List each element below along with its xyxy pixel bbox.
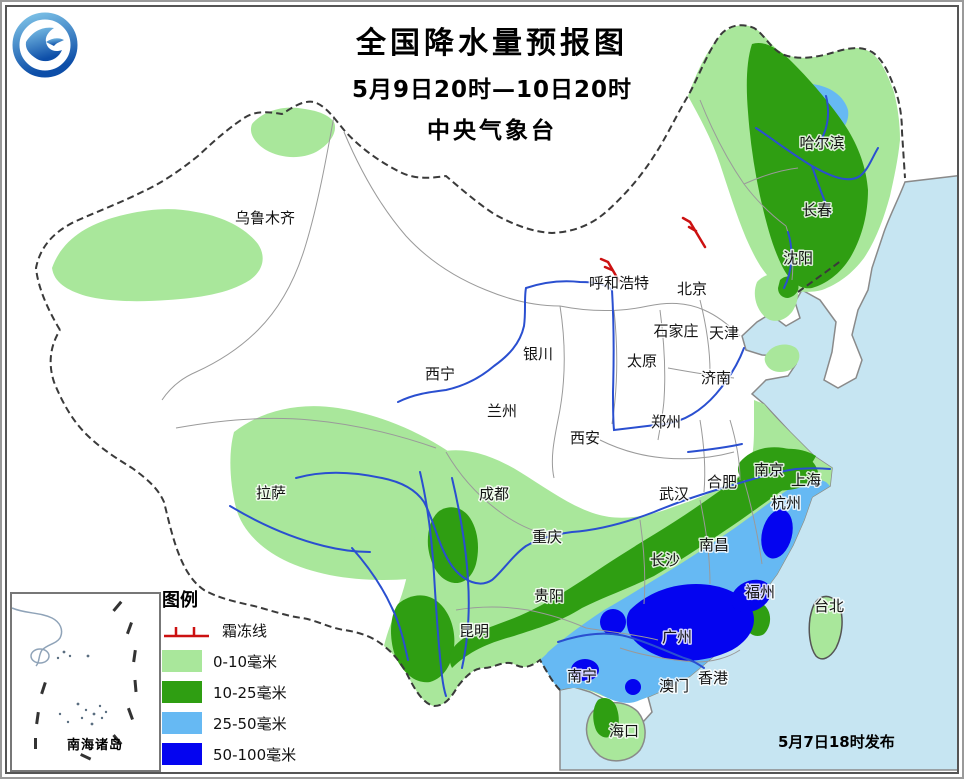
- frost-line-icon: [164, 626, 209, 637]
- legend-swatch: [162, 712, 202, 734]
- legend-item-0: 0-10毫米: [162, 650, 296, 672]
- city-label-3: 沈阳: [783, 249, 813, 267]
- taiwan-island: [808, 595, 843, 660]
- inset-islands: [56, 650, 108, 726]
- nine-dash-line: [34, 600, 138, 761]
- legend-title: 图例: [162, 590, 198, 611]
- rivers: [229, 95, 879, 697]
- city-label-4: 呼和浩特: [589, 274, 649, 292]
- frost-line: [599, 216, 707, 283]
- inset-map: [11, 600, 138, 761]
- city-label-13: 郑州: [651, 413, 681, 431]
- country-border: [34, 24, 906, 708]
- city-label-25: 贵阳: [534, 587, 564, 605]
- map-title: 全国降水量预报图: [356, 26, 628, 61]
- legend-label: 50-100毫米: [213, 745, 297, 764]
- legend-items: 0-10毫米 10-25毫米 25-50毫米 50-100毫米: [162, 650, 296, 765]
- city-label-33: 海口: [609, 722, 639, 740]
- legend-item-2: 25-50毫米: [162, 712, 296, 734]
- city-label-8: 银川: [523, 345, 553, 363]
- city-label-12: 兰州: [487, 402, 517, 420]
- city-label-19: 南京: [754, 461, 784, 479]
- city-label-7: 天津: [709, 324, 739, 342]
- city-label-1: 哈尔滨: [799, 134, 844, 152]
- forecast-period: 5月9日20时—10日20时: [351, 77, 633, 103]
- legend-frost-row: 霜冻线: [162, 620, 296, 641]
- city-label-22: 重庆: [532, 528, 562, 546]
- city-label-23: 南昌: [699, 536, 729, 554]
- city-label-20: 上海: [791, 471, 821, 489]
- city-label-28: 昆明: [459, 622, 489, 640]
- city-label-14: 西安: [570, 429, 600, 447]
- city-label-31: 澳门: [659, 677, 689, 695]
- city-label-18: 合肥: [707, 473, 737, 491]
- city-label-21: 杭州: [771, 494, 801, 512]
- title-block: 全国降水量预报图 5月9日20时—10日20时 中央气象台: [282, 18, 702, 145]
- legend-label: 25-50毫米: [213, 714, 287, 733]
- legend-label: 10-25毫米: [213, 683, 287, 702]
- city-label-30: 南宁: [567, 667, 597, 685]
- city-label-16: 成都: [479, 485, 509, 503]
- city-label-24: 长沙: [650, 551, 680, 569]
- precip-50-100-areas: [571, 509, 793, 695]
- legend-item-3: 50-100毫米: [162, 743, 296, 765]
- legend-swatch: [162, 681, 202, 703]
- city-label-26: 福州: [745, 583, 775, 601]
- city-label-2: 长春: [802, 201, 832, 219]
- city-label-9: 太原: [627, 352, 657, 370]
- issue-timestamp: 5月7日18时发布: [778, 733, 895, 751]
- legend-item-1: 10-25毫米: [162, 681, 296, 703]
- legend-label: 0-10毫米: [213, 652, 278, 671]
- city-label-0: 乌鲁木齐: [235, 209, 295, 227]
- legend-swatch: [162, 743, 202, 765]
- city-label-15: 拉萨: [256, 484, 286, 502]
- province-borders: [161, 99, 799, 663]
- city-label-6: 石家庄: [653, 322, 698, 340]
- city-label-32: 香港: [698, 669, 728, 687]
- cma-logo-icon: [12, 12, 78, 78]
- south-china-sea-inset: 南海诸岛: [10, 592, 161, 772]
- inset-label: 南海诸岛: [67, 738, 124, 753]
- legend: 图例 霜冻线 0-10毫米 10-25毫米 25-50毫米 50-100毫米: [162, 586, 296, 774]
- frost-line-label: 霜冻线: [222, 622, 268, 640]
- legend-swatch: [162, 650, 202, 672]
- city-label-29: 广州: [662, 628, 692, 646]
- agency-name: 中央气象台: [427, 118, 557, 144]
- cma-logo: [12, 12, 78, 82]
- city-label-10: 济南: [701, 369, 731, 387]
- city-label-27: 台北: [814, 597, 844, 615]
- city-label-5: 北京: [677, 280, 707, 298]
- city-label-17: 武汉: [659, 485, 689, 503]
- city-label-11: 西宁: [425, 365, 455, 383]
